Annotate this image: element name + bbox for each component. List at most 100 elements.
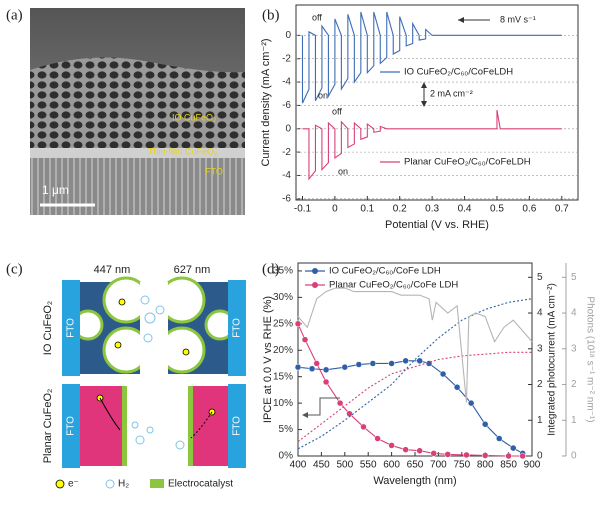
- data-point: [505, 452, 512, 460]
- x-tick-label: 0.6: [522, 204, 536, 215]
- data-point: [294, 363, 302, 371]
- y-tick-label: 15%: [273, 371, 293, 382]
- data-point: [388, 442, 395, 449]
- x-tick-label: 600: [383, 460, 400, 471]
- io-electrode: [62, 276, 246, 376]
- x-tick-label: -0.1: [294, 204, 312, 215]
- annotation: 2 mA cm⁻²: [430, 88, 473, 98]
- data-point: [439, 370, 447, 378]
- sem-image: [30, 8, 245, 215]
- layer-label: FTO: [205, 166, 223, 176]
- data-point: [519, 452, 526, 460]
- data-point: [467, 399, 475, 407]
- data-point: [294, 320, 302, 328]
- y2-tick-label: 0: [285, 123, 291, 134]
- x-tick-label: 850: [500, 460, 517, 471]
- x-axis-label: Potential (V vs. RHE): [385, 219, 489, 231]
- data-point: [341, 363, 349, 371]
- data-point: [374, 435, 381, 442]
- x-tick-label: 0: [332, 204, 338, 215]
- series-line: [297, 323, 523, 457]
- series-line: [297, 360, 523, 454]
- legend-swatch: [55, 479, 65, 489]
- data-point: [453, 384, 461, 391]
- y-tick-label: -4: [282, 77, 291, 88]
- y3-tick-label: 5: [571, 272, 577, 283]
- data-point: [430, 450, 437, 457]
- series-line: [297, 287, 533, 403]
- data-point: [481, 452, 489, 459]
- y2-tick-label: 1: [537, 415, 543, 426]
- y2-tick-label: 4: [537, 308, 543, 319]
- legend-swatch: [150, 479, 164, 488]
- y2-tick-label: -6: [282, 193, 291, 204]
- y2-tick-label: 0: [537, 451, 543, 462]
- row-label: Planar CuFeO₂: [42, 389, 54, 464]
- annotation: on: [318, 90, 328, 100]
- data-point: [481, 421, 489, 428]
- data-point: [416, 447, 423, 454]
- x-tick-label: 0.4: [458, 204, 472, 215]
- fto-label: FTO: [232, 416, 243, 436]
- data-point: [402, 357, 409, 365]
- panel-label: (c): [6, 261, 23, 277]
- y2-tick-label: -2: [282, 147, 291, 158]
- column-label: 627 nm: [174, 264, 211, 276]
- data-point: [336, 399, 344, 407]
- legend-label: Planar CuFeO₂/C₆₀/CoFeLDH: [404, 157, 531, 168]
- y-tick-label: -2: [282, 53, 291, 64]
- annotation: off: [312, 12, 322, 22]
- x-tick-label: 750: [453, 460, 470, 471]
- y3-tick-label: 3: [571, 343, 577, 354]
- y-tick-label: 0: [285, 30, 291, 41]
- x-tick-label: 500: [336, 460, 353, 471]
- data-point: [510, 444, 517, 452]
- column-label: 447 nm: [94, 264, 131, 276]
- y-axis-label: IPCE at 0.0 V vs RHE (%): [262, 296, 274, 423]
- planar-electrode: [62, 384, 246, 468]
- series-line: [301, 11, 562, 104]
- x-tick-label: 700: [430, 460, 447, 471]
- x-tick-label: 0.7: [555, 204, 569, 215]
- data-point: [463, 451, 470, 459]
- data-point: [322, 378, 330, 386]
- fto-label: FTO: [66, 318, 77, 338]
- legend-label: Planar CuFeO₂/C₆₀/CoFe LDH: [329, 280, 458, 291]
- x-tick-label: 900: [524, 460, 541, 471]
- y3-axis-label: Photons (10¹⁸ s⁻¹ m⁻² nm⁻¹): [584, 296, 595, 422]
- data-point: [360, 423, 367, 431]
- data-point: [301, 336, 309, 343]
- layer-label: IO CuFeO₂: [172, 112, 217, 122]
- panel-label: (d): [262, 261, 280, 277]
- fto-label: FTO: [232, 318, 243, 338]
- panel-label: (b): [262, 7, 280, 23]
- layer-label: Thin-film CuFeO₂: [148, 146, 218, 156]
- fto-label: FTO: [66, 416, 77, 436]
- data-point: [369, 360, 377, 367]
- legend-label: IO CuFeO₂/C₆₀/CoFe LDH: [329, 266, 441, 277]
- series-line: [297, 298, 533, 450]
- legend-label: e⁻: [68, 479, 79, 490]
- x-tick-label: 0.1: [360, 204, 374, 215]
- legend-label: Electrocatalyst: [168, 479, 233, 490]
- y3-tick-label: 0: [571, 451, 577, 462]
- y-tick-label: 35%: [273, 266, 293, 277]
- series-line: [297, 351, 532, 443]
- data-point: [322, 366, 330, 374]
- x-tick-label: 0.3: [425, 204, 439, 215]
- y-tick-label: 20%: [273, 345, 293, 356]
- x-tick-label: 450: [313, 460, 330, 471]
- legend-marker: [312, 282, 318, 288]
- y2-axis-label: Integrated photocurrent (mA cm⁻²): [547, 283, 558, 436]
- legend-marker: [312, 268, 318, 274]
- data-point: [444, 451, 452, 458]
- x-axis-label: Wavelength (nm): [373, 475, 456, 487]
- y2-tick-label: -4: [282, 170, 291, 181]
- y2-tick-label: 5: [537, 272, 543, 283]
- x-tick-label: 400: [290, 460, 307, 471]
- y-tick-label: 10%: [273, 398, 293, 409]
- x-tick-label: 0.2: [393, 204, 407, 215]
- annotation: 8 mV s⁻¹: [500, 14, 536, 24]
- y2-tick-label: 3: [537, 343, 543, 354]
